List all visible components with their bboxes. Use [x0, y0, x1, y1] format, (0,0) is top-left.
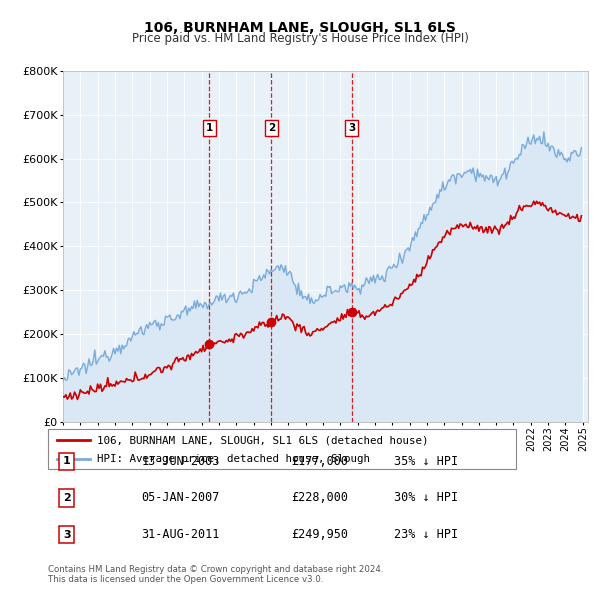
Text: HPI: Average price, detached house, Slough: HPI: Average price, detached house, Slou… — [97, 454, 370, 464]
Text: Contains HM Land Registry data © Crown copyright and database right 2024.
This d: Contains HM Land Registry data © Crown c… — [48, 565, 383, 584]
Text: 106, BURNHAM LANE, SLOUGH, SL1 6LS (detached house): 106, BURNHAM LANE, SLOUGH, SL1 6LS (deta… — [97, 435, 428, 445]
Text: 3: 3 — [348, 123, 355, 133]
Text: 106, BURNHAM LANE, SLOUGH, SL1 6LS: 106, BURNHAM LANE, SLOUGH, SL1 6LS — [144, 21, 456, 35]
Text: 2: 2 — [63, 493, 71, 503]
Text: 35% ↓ HPI: 35% ↓ HPI — [394, 455, 458, 468]
Text: £228,000: £228,000 — [292, 491, 349, 504]
Text: 05-JAN-2007: 05-JAN-2007 — [142, 491, 220, 504]
Text: 3: 3 — [63, 530, 71, 539]
Text: 23% ↓ HPI: 23% ↓ HPI — [394, 528, 458, 541]
Text: 31-AUG-2011: 31-AUG-2011 — [142, 528, 220, 541]
Text: 1: 1 — [206, 123, 213, 133]
Text: 30% ↓ HPI: 30% ↓ HPI — [394, 491, 458, 504]
Text: 2: 2 — [268, 123, 275, 133]
Text: Price paid vs. HM Land Registry's House Price Index (HPI): Price paid vs. HM Land Registry's House … — [131, 32, 469, 45]
Text: 13-JUN-2003: 13-JUN-2003 — [142, 455, 220, 468]
Text: 1: 1 — [63, 457, 71, 466]
Text: £177,000: £177,000 — [292, 455, 349, 468]
Text: £249,950: £249,950 — [292, 528, 349, 541]
FancyBboxPatch shape — [48, 429, 516, 469]
